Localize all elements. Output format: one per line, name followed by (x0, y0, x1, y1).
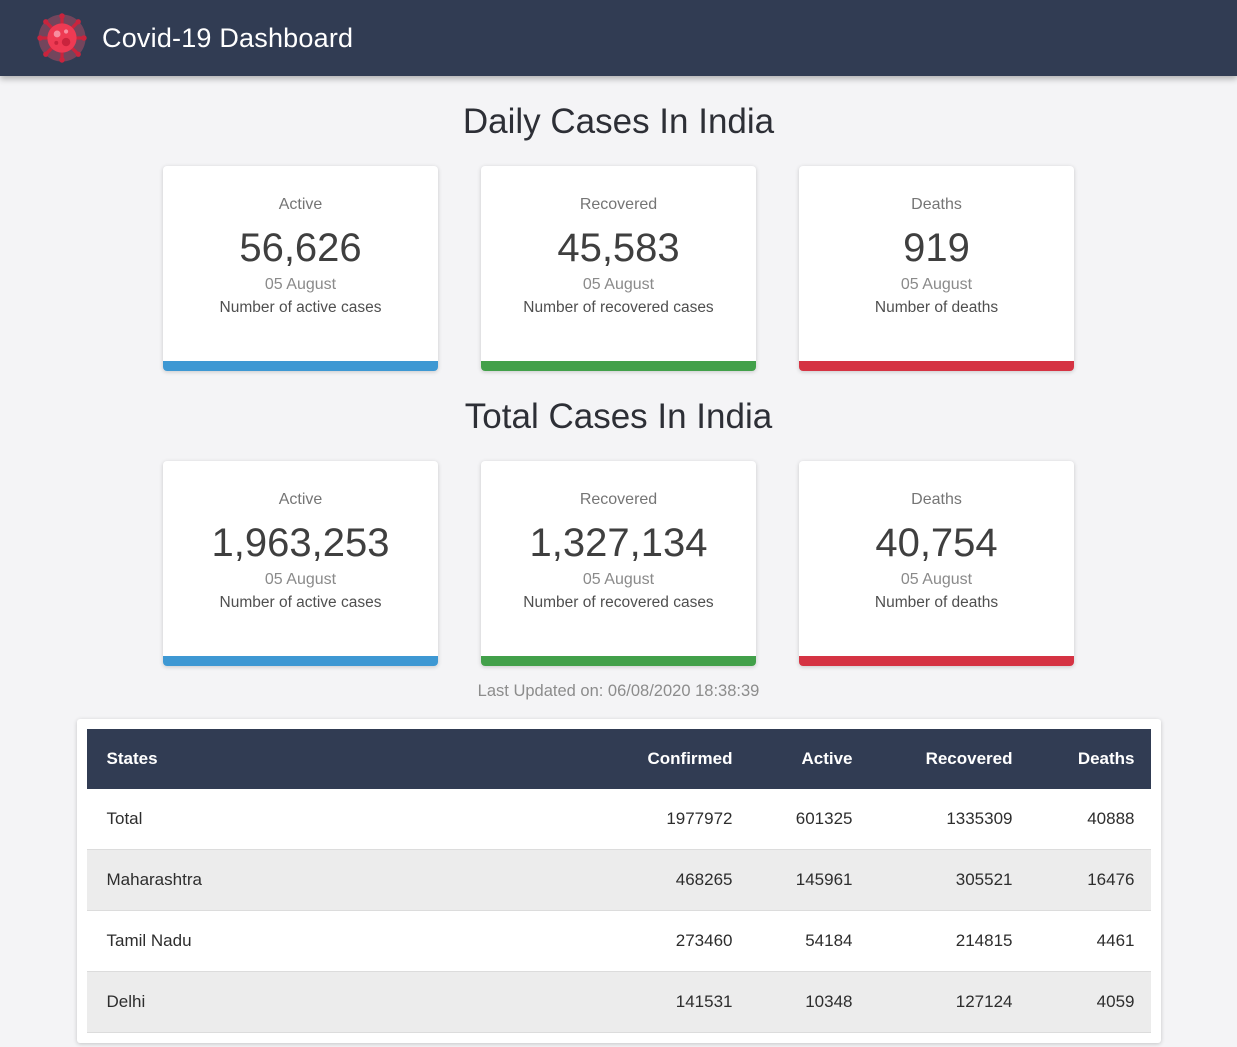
card-date: 05 August (582, 276, 655, 293)
cell-confirmed: 141531 (675, 992, 733, 1011)
navbar: Covid-19 Dashboard (0, 0, 1237, 76)
cell-state: Delhi (106, 992, 146, 1011)
card-value: 40,754 (875, 521, 998, 565)
card-label: Deaths (911, 491, 962, 508)
total-cards-row: Active 1,963,253 05 August Number of act… (0, 461, 1237, 666)
card-description: Number of recovered cases (523, 594, 714, 611)
table-header-row: States Confirmed Active Recovered Deaths (86, 729, 1151, 789)
virus-icon (36, 12, 88, 64)
card-label: Deaths (911, 196, 962, 213)
table-row-tamil-nadu: Tamil Nadu 273460 54184 214815 4461 (86, 910, 1151, 972)
card-accent-bar (163, 361, 438, 371)
cell-confirmed: 468265 (675, 870, 733, 889)
header-active: Active (801, 749, 853, 768)
app-title: Covid-19 Dashboard (102, 22, 354, 53)
card-description: Number of deaths (874, 299, 999, 316)
cell-state: Maharashtra (106, 870, 202, 889)
total-recovered-card: Recovered 1,327,134 05 August Number of … (481, 461, 756, 666)
card-date: 05 August (264, 571, 337, 588)
cell-recovered: 1335309 (946, 809, 1013, 828)
card-date: 05 August (900, 276, 973, 293)
total-section-heading: Total Cases In India (464, 397, 773, 436)
card-accent-bar (799, 656, 1074, 666)
cell-active: 54184 (805, 931, 853, 950)
table-row-delhi: Delhi 141531 10348 127124 4059 (86, 971, 1151, 1033)
cell-active: 10348 (805, 992, 853, 1011)
cell-deaths: 16476 (1087, 870, 1135, 889)
card-value: 56,626 (239, 226, 362, 270)
table-row-total: Total 1977972 601325 1335309 40888 (86, 789, 1151, 850)
cell-state: Total (106, 809, 143, 828)
card-description: Number of deaths (874, 594, 999, 611)
states-table: States Confirmed Active Recovered Deaths… (86, 729, 1151, 1033)
card-accent-bar (481, 656, 756, 666)
card-description: Number of active cases (219, 594, 382, 611)
states-table-container: States Confirmed Active Recovered Deaths… (76, 719, 1161, 1043)
cell-recovered: 305521 (955, 870, 1013, 889)
card-date: 05 August (900, 571, 973, 588)
cell-confirmed: 1977972 (666, 809, 733, 828)
daily-section-heading: Daily Cases In India (462, 102, 775, 141)
cell-active: 145961 (795, 870, 853, 889)
card-description: Number of active cases (219, 299, 382, 316)
cell-deaths: 40888 (1087, 809, 1135, 828)
card-accent-bar (481, 361, 756, 371)
daily-cases-section: Daily Cases In India Active 56,626 05 Au… (0, 102, 1237, 371)
daily-active-card: Active 56,626 05 August Number of active… (163, 166, 438, 371)
cell-recovered: 214815 (955, 931, 1013, 950)
header-confirmed: Confirmed (647, 749, 733, 768)
card-value: 1,327,134 (529, 521, 708, 565)
header-deaths: Deaths (1077, 749, 1135, 768)
card-label: Active (278, 491, 323, 508)
card-label: Recovered (579, 491, 658, 508)
card-accent-bar (799, 361, 1074, 371)
card-date: 05 August (582, 571, 655, 588)
card-value: 1,963,253 (211, 521, 390, 565)
card-date: 05 August (264, 276, 337, 293)
total-cases-section: Total Cases In India Active 1,963,253 05… (0, 397, 1237, 666)
card-accent-bar (163, 656, 438, 666)
cell-active: 601325 (795, 809, 853, 828)
daily-recovered-card: Recovered 45,583 05 August Number of rec… (481, 166, 756, 371)
daily-cards-row: Active 56,626 05 August Number of active… (0, 166, 1237, 371)
card-label: Active (278, 196, 323, 213)
cell-confirmed: 273460 (675, 931, 733, 950)
header-recovered: Recovered (925, 749, 1013, 768)
daily-deaths-card: Deaths 919 05 August Number of deaths (799, 166, 1074, 371)
last-updated-text: Last Updated on: 06/08/2020 18:38:39 (477, 682, 760, 700)
cell-recovered: 127124 (955, 992, 1013, 1011)
cell-deaths: 4461 (1096, 931, 1135, 950)
table-row-maharashtra: Maharashtra 468265 145961 305521 16476 (86, 849, 1151, 911)
card-value: 45,583 (557, 226, 680, 270)
cell-deaths: 4059 (1096, 992, 1135, 1011)
card-description: Number of recovered cases (523, 299, 714, 316)
total-deaths-card: Deaths 40,754 05 August Number of deaths (799, 461, 1074, 666)
cell-state: Tamil Nadu (106, 931, 192, 950)
total-active-card: Active 1,963,253 05 August Number of act… (163, 461, 438, 666)
card-value: 919 (903, 226, 970, 270)
card-label: Recovered (579, 196, 658, 213)
header-states: States (106, 749, 158, 768)
